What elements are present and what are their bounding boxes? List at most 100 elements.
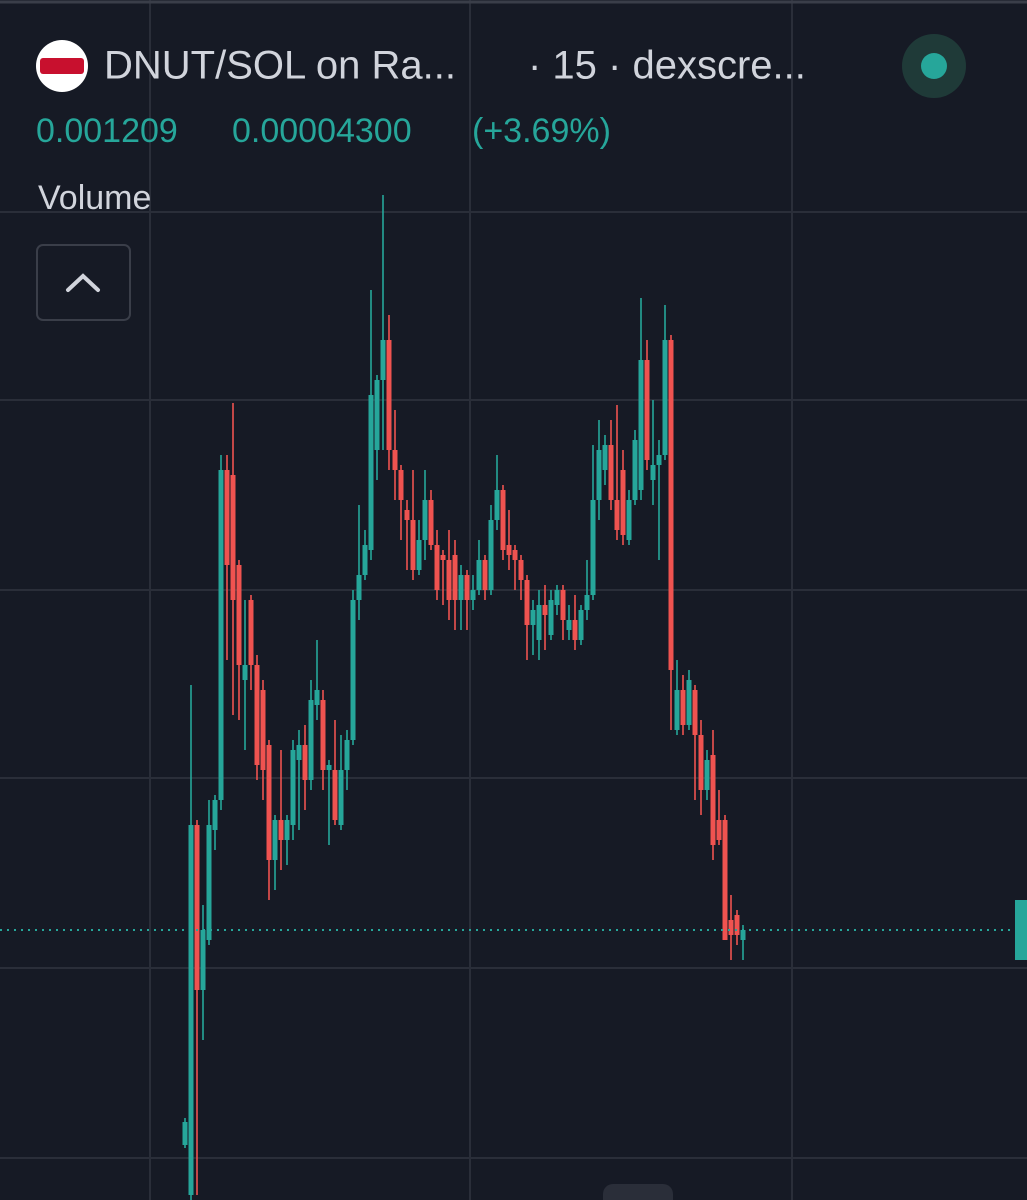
candle-body — [572, 620, 578, 640]
candle-body — [638, 360, 644, 490]
candle-body — [368, 395, 374, 550]
candle-body — [680, 690, 686, 725]
candle-body — [536, 605, 542, 640]
candle-body — [404, 510, 410, 520]
candle-body — [242, 665, 248, 680]
chevron-icon — [66, 273, 100, 292]
candle-body — [704, 760, 710, 790]
candle-body — [326, 765, 332, 770]
candle-body — [332, 770, 338, 820]
candle-body — [506, 545, 512, 555]
candle-body — [692, 690, 698, 735]
candle-body — [398, 470, 404, 500]
candle-body — [560, 590, 566, 620]
price-marker — [1015, 900, 1027, 960]
candle-body — [212, 800, 218, 830]
candle-body — [548, 600, 554, 635]
candle-body — [608, 445, 614, 500]
candle-body — [434, 545, 440, 590]
candle-body — [620, 470, 626, 535]
candle-body — [674, 690, 680, 730]
candle-body — [512, 550, 518, 560]
candle-body — [200, 930, 206, 990]
candle-body — [218, 470, 224, 800]
candle-body — [482, 560, 488, 590]
candle-body — [470, 590, 476, 600]
candle-body — [578, 610, 584, 640]
candle-body — [308, 700, 314, 780]
candle-body — [488, 520, 494, 590]
candle-body — [290, 750, 296, 825]
candle-body — [230, 475, 236, 600]
collapse-button[interactable] — [36, 244, 131, 321]
scroll-handle[interactable] — [603, 1184, 673, 1200]
candle-body — [428, 500, 434, 545]
candle-body — [716, 820, 722, 840]
candle-body — [476, 560, 482, 590]
candle-body — [596, 450, 602, 500]
candle-body — [320, 700, 326, 770]
candle-body — [392, 450, 398, 470]
candle-body — [698, 735, 704, 790]
candle-body — [422, 500, 428, 540]
candle-body — [224, 470, 230, 565]
candle-body — [500, 490, 506, 550]
candle-body — [254, 665, 260, 765]
candle-body — [416, 540, 422, 570]
candle-body — [446, 560, 452, 600]
candle-body — [182, 1122, 188, 1145]
candle-body — [314, 690, 320, 705]
candle-body — [584, 595, 590, 610]
candle-body — [614, 500, 620, 530]
candle-body — [278, 820, 284, 840]
status-dot — [921, 53, 947, 79]
candle-body — [740, 930, 746, 940]
logo-band — [40, 58, 84, 74]
candle-body — [602, 445, 608, 470]
candle-body — [452, 555, 458, 600]
candle-body — [266, 745, 272, 860]
candle-body — [362, 545, 368, 575]
candle-body — [632, 440, 638, 500]
candle-body — [410, 520, 416, 570]
candle-body — [644, 360, 650, 460]
candle-body — [554, 590, 560, 605]
price-change-pct: (+3.69%) — [472, 112, 611, 150]
candle-body — [344, 740, 350, 770]
candle-body — [668, 340, 674, 670]
candle-body — [530, 610, 536, 625]
candle-body — [260, 690, 266, 770]
candle-body — [236, 565, 242, 665]
candle-body — [380, 340, 386, 380]
candle-body — [272, 820, 278, 860]
candle-body — [710, 755, 716, 845]
candle-body — [728, 920, 734, 935]
indicator-label: Volume — [38, 179, 151, 217]
candle-body — [662, 340, 668, 455]
candle-body — [386, 340, 392, 450]
price-change: 0.00004300 — [232, 112, 412, 150]
candle-body — [248, 600, 254, 665]
candle-body — [494, 490, 500, 520]
candle-body — [302, 745, 308, 780]
candle-body — [188, 825, 194, 1195]
candle-body — [356, 575, 362, 600]
candle-body — [626, 500, 632, 540]
candle-body — [440, 555, 446, 560]
candle-body — [458, 575, 464, 600]
candle-body — [722, 820, 728, 940]
candle-body — [284, 820, 290, 840]
candle-body — [374, 380, 380, 450]
candle-body — [206, 825, 212, 940]
pair-title: DNUT/SOL on Ra... — [104, 44, 456, 88]
candle-body — [518, 560, 524, 580]
candle-body — [686, 680, 692, 725]
candle-body — [542, 605, 548, 615]
candle-body — [194, 825, 200, 990]
candle-body — [296, 745, 302, 760]
candle-body — [464, 575, 470, 600]
last-price: 0.001209 — [36, 112, 178, 150]
